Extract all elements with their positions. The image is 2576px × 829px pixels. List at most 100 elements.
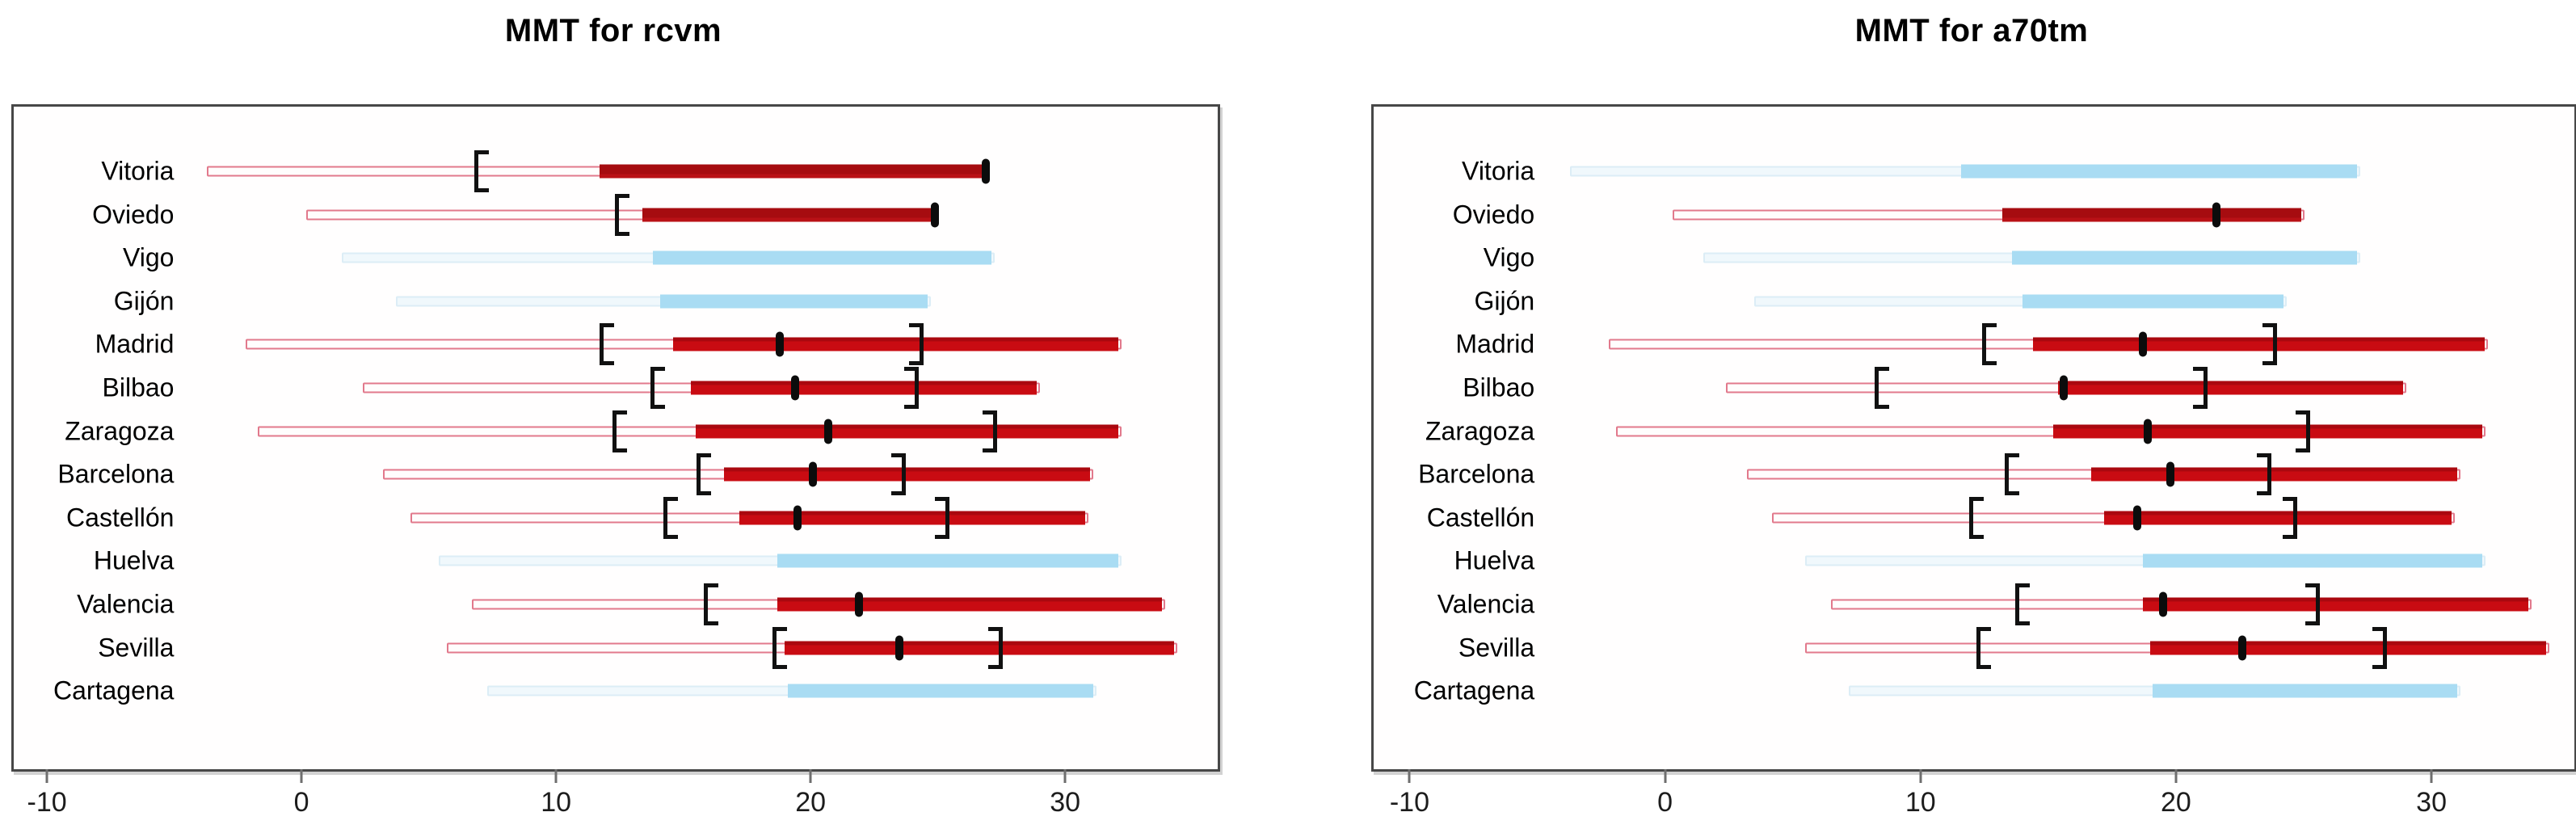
bracket-close-icon — [903, 367, 919, 409]
bracket-open-icon — [1981, 323, 1997, 366]
x-axis-tick-label: 30 — [1050, 787, 1081, 818]
city-label: Castellón — [66, 503, 175, 532]
bracket-close-icon — [909, 323, 924, 366]
bracket-open-icon — [650, 367, 665, 409]
bracket-close-icon — [2282, 496, 2297, 539]
plot-area-a70tm: Vitoria Oviedo Vigo Gijón Madrid Bilbao Zarago… — [1371, 104, 2576, 772]
bracket-close-icon — [2262, 323, 2277, 366]
range-bar-solid — [2012, 250, 2358, 265]
x-axis-tick-label: 20 — [795, 787, 827, 818]
mmt-estimate-tick — [2059, 375, 2068, 401]
x-axis-tick-mark — [1063, 769, 1067, 783]
chart-mmt-rcvm: MMT for rcvm Vitoria Oviedo Vigo Gijón Madri… — [11, 13, 1220, 829]
bracket-open-icon — [1969, 496, 1984, 539]
city-label: Sevilla — [98, 633, 175, 663]
city-label: Huelva — [93, 545, 175, 575]
city-label: Madrid — [95, 329, 175, 359]
mmt-estimate-tick — [2212, 202, 2221, 228]
mmt-estimate-tick — [854, 591, 863, 617]
city-label: Sevilla — [1458, 633, 1535, 663]
bracket-close-icon — [2305, 583, 2321, 625]
x-axis-tick-label: 30 — [2416, 787, 2448, 818]
city-label: Bilbao — [102, 372, 175, 402]
bracket-open-icon — [696, 453, 711, 496]
range-bar-solid — [652, 250, 991, 265]
x-axis-tick-label: 10 — [541, 787, 572, 818]
mmt-estimate-tick — [931, 202, 940, 228]
range-bar-solid — [2091, 467, 2457, 482]
range-bar-solid — [642, 208, 936, 222]
x-axis-a70tm: -10 0 10 20 30 — [1371, 769, 2572, 829]
x-axis-tick-mark — [2174, 769, 2178, 783]
mmt-estimate-tick — [793, 505, 802, 531]
bracket-open-icon — [1976, 626, 1992, 669]
x-axis-tick-mark — [1664, 769, 1667, 783]
city-label: Vigo — [122, 242, 175, 272]
bracket-open-icon — [663, 496, 678, 539]
x-axis-tick-label: 10 — [1905, 787, 1936, 818]
mmt-estimate-tick — [2166, 461, 2175, 487]
range-bar-solid — [696, 424, 1119, 439]
mmt-estimate-tick — [895, 635, 904, 661]
mmt-estimate-tick — [776, 331, 785, 357]
x-axis-tick-mark — [2430, 769, 2433, 783]
range-bar-solid — [2104, 511, 2452, 525]
range-bar-solid — [739, 511, 1086, 525]
city-label: Barcelona — [57, 459, 175, 489]
bracket-close-icon — [2295, 410, 2310, 452]
bracket-close-icon — [987, 626, 1003, 669]
mmt-estimate-tick — [791, 375, 800, 401]
city-label: Cartagena — [53, 675, 175, 705]
city-label: Zaragoza — [65, 416, 175, 446]
x-axis-rcvm: -10 0 10 20 30 — [11, 769, 1215, 829]
bracket-close-icon — [934, 496, 949, 539]
bracket-close-icon — [983, 410, 998, 452]
mmt-estimate-tick — [2237, 635, 2246, 661]
x-axis-tick-label: -10 — [1389, 787, 1429, 818]
range-bar-solid — [1961, 164, 2358, 179]
x-axis-tick-mark — [809, 769, 812, 783]
bracket-open-icon — [599, 323, 614, 366]
range-bar-solid — [2153, 684, 2457, 698]
city-label: Huelva — [1454, 545, 1535, 575]
x-axis-tick-label: 0 — [1657, 787, 1673, 818]
mmt-estimate-tick — [2158, 591, 2167, 617]
bracket-open-icon — [2005, 453, 2020, 496]
x-axis-tick-mark — [554, 769, 558, 783]
range-bar-solid — [599, 164, 987, 179]
mmt-estimate-tick — [982, 158, 991, 184]
range-bar-solid — [660, 294, 928, 309]
bracket-open-icon — [474, 150, 490, 192]
range-bar-solid — [690, 381, 1038, 395]
range-bar-solid — [2053, 424, 2483, 439]
bracket-open-icon — [703, 583, 718, 625]
range-bar-solid — [2142, 597, 2529, 612]
range-bar-solid — [672, 337, 1119, 351]
range-bar-solid — [787, 684, 1093, 698]
city-label: Barcelona — [1418, 459, 1535, 489]
range-bar-solid — [777, 553, 1119, 568]
bracket-close-icon — [2193, 367, 2208, 409]
range-bar-solid — [785, 641, 1175, 655]
bracket-close-icon — [891, 453, 907, 496]
x-axis-tick-mark — [1408, 769, 1411, 783]
bracket-open-icon — [772, 626, 788, 669]
range-bar-solid — [2058, 381, 2404, 395]
city-label: Vitoria — [101, 156, 175, 186]
chart-title-a70tm: MMT for a70tm — [1854, 13, 2089, 48]
city-label: Vitoria — [1462, 156, 1535, 186]
city-label: Castellón — [1426, 503, 1535, 532]
bracket-open-icon — [612, 410, 627, 452]
bracket-close-icon — [2257, 453, 2272, 496]
bracket-open-icon — [2014, 583, 2030, 625]
plot-area-rcvm: Vitoria Oviedo Vigo Gijón Madrid Bilbao Zarago… — [11, 104, 1220, 772]
x-axis-tick-mark — [300, 769, 303, 783]
mmt-estimate-tick — [2133, 505, 2142, 531]
city-label: Oviedo — [92, 200, 175, 229]
range-bar-solid — [2142, 553, 2483, 568]
city-label: Gijón — [1474, 286, 1535, 316]
mmt-estimate-tick — [2138, 331, 2147, 357]
range-bar-solid — [777, 597, 1162, 612]
chart-title-rcvm: MMT for rcvm — [504, 13, 722, 48]
city-label: Oviedo — [1452, 200, 1535, 229]
